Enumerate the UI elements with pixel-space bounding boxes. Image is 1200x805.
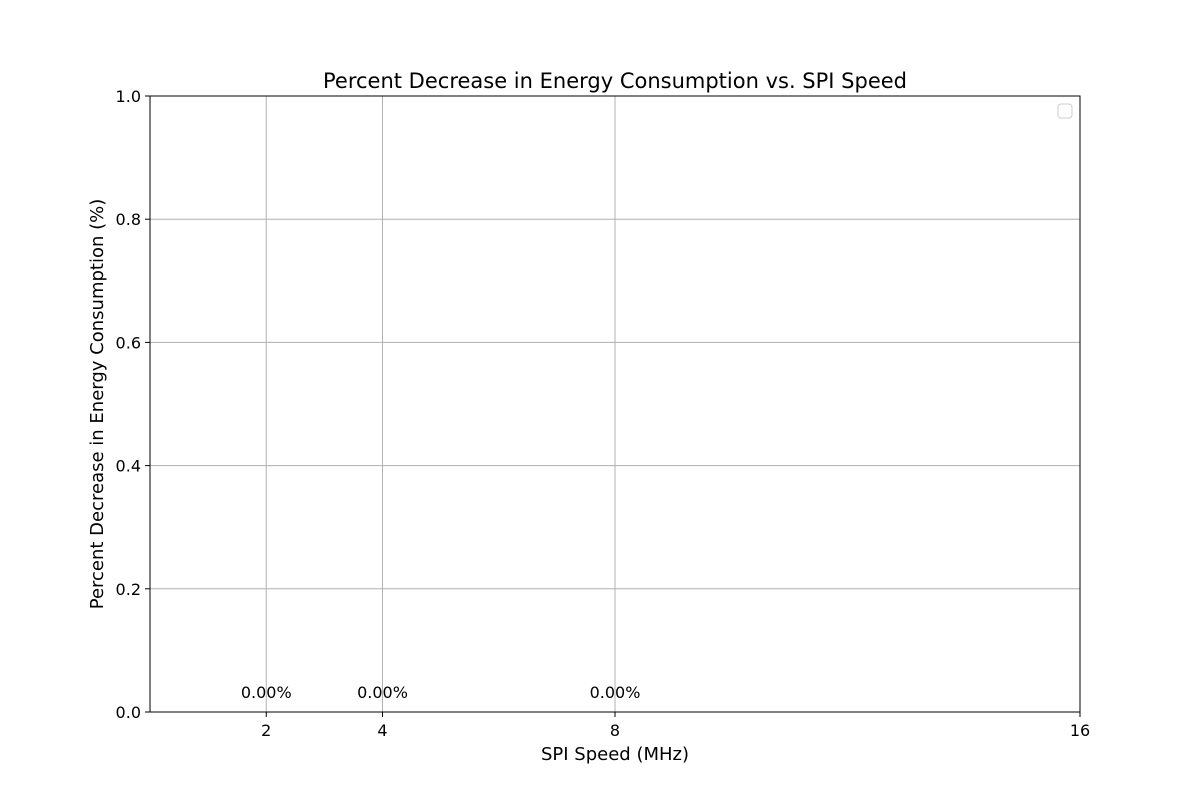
x-tick-label: 16	[1070, 721, 1090, 740]
legend-box	[1057, 103, 1073, 119]
y-tick-label: 0.2	[116, 580, 141, 599]
y-tick-label: 0.8	[116, 210, 141, 229]
x-tick-label: 8	[610, 721, 620, 740]
data-label: 0.00%	[590, 683, 641, 702]
data-labels: 0.00% 0.00% 0.00%	[241, 683, 641, 702]
chart-title: Percent Decrease in Energy Consumption v…	[323, 69, 907, 93]
x-axis-label: SPI Speed (MHz)	[541, 744, 689, 765]
y-axis-label: Percent Decrease in Energy Consumption (…	[87, 199, 108, 610]
y-tick-label: 0.6	[116, 333, 141, 352]
y-tick-label: 1.0	[116, 87, 141, 106]
plot-frame	[149, 95, 1081, 713]
data-label: 0.00%	[241, 683, 292, 702]
data-label: 0.00%	[357, 683, 408, 702]
x-tick-label: 4	[377, 721, 387, 740]
grid-lines	[150, 96, 1080, 712]
x-tick-label: 2	[261, 721, 271, 740]
y-tick-label: 0.4	[116, 457, 141, 476]
axis-ticks: 2 4 8 16 0.0 0.2 0.4 0.6 0.8 1.0	[116, 87, 1091, 740]
y-tick-label: 0.0	[116, 703, 141, 722]
